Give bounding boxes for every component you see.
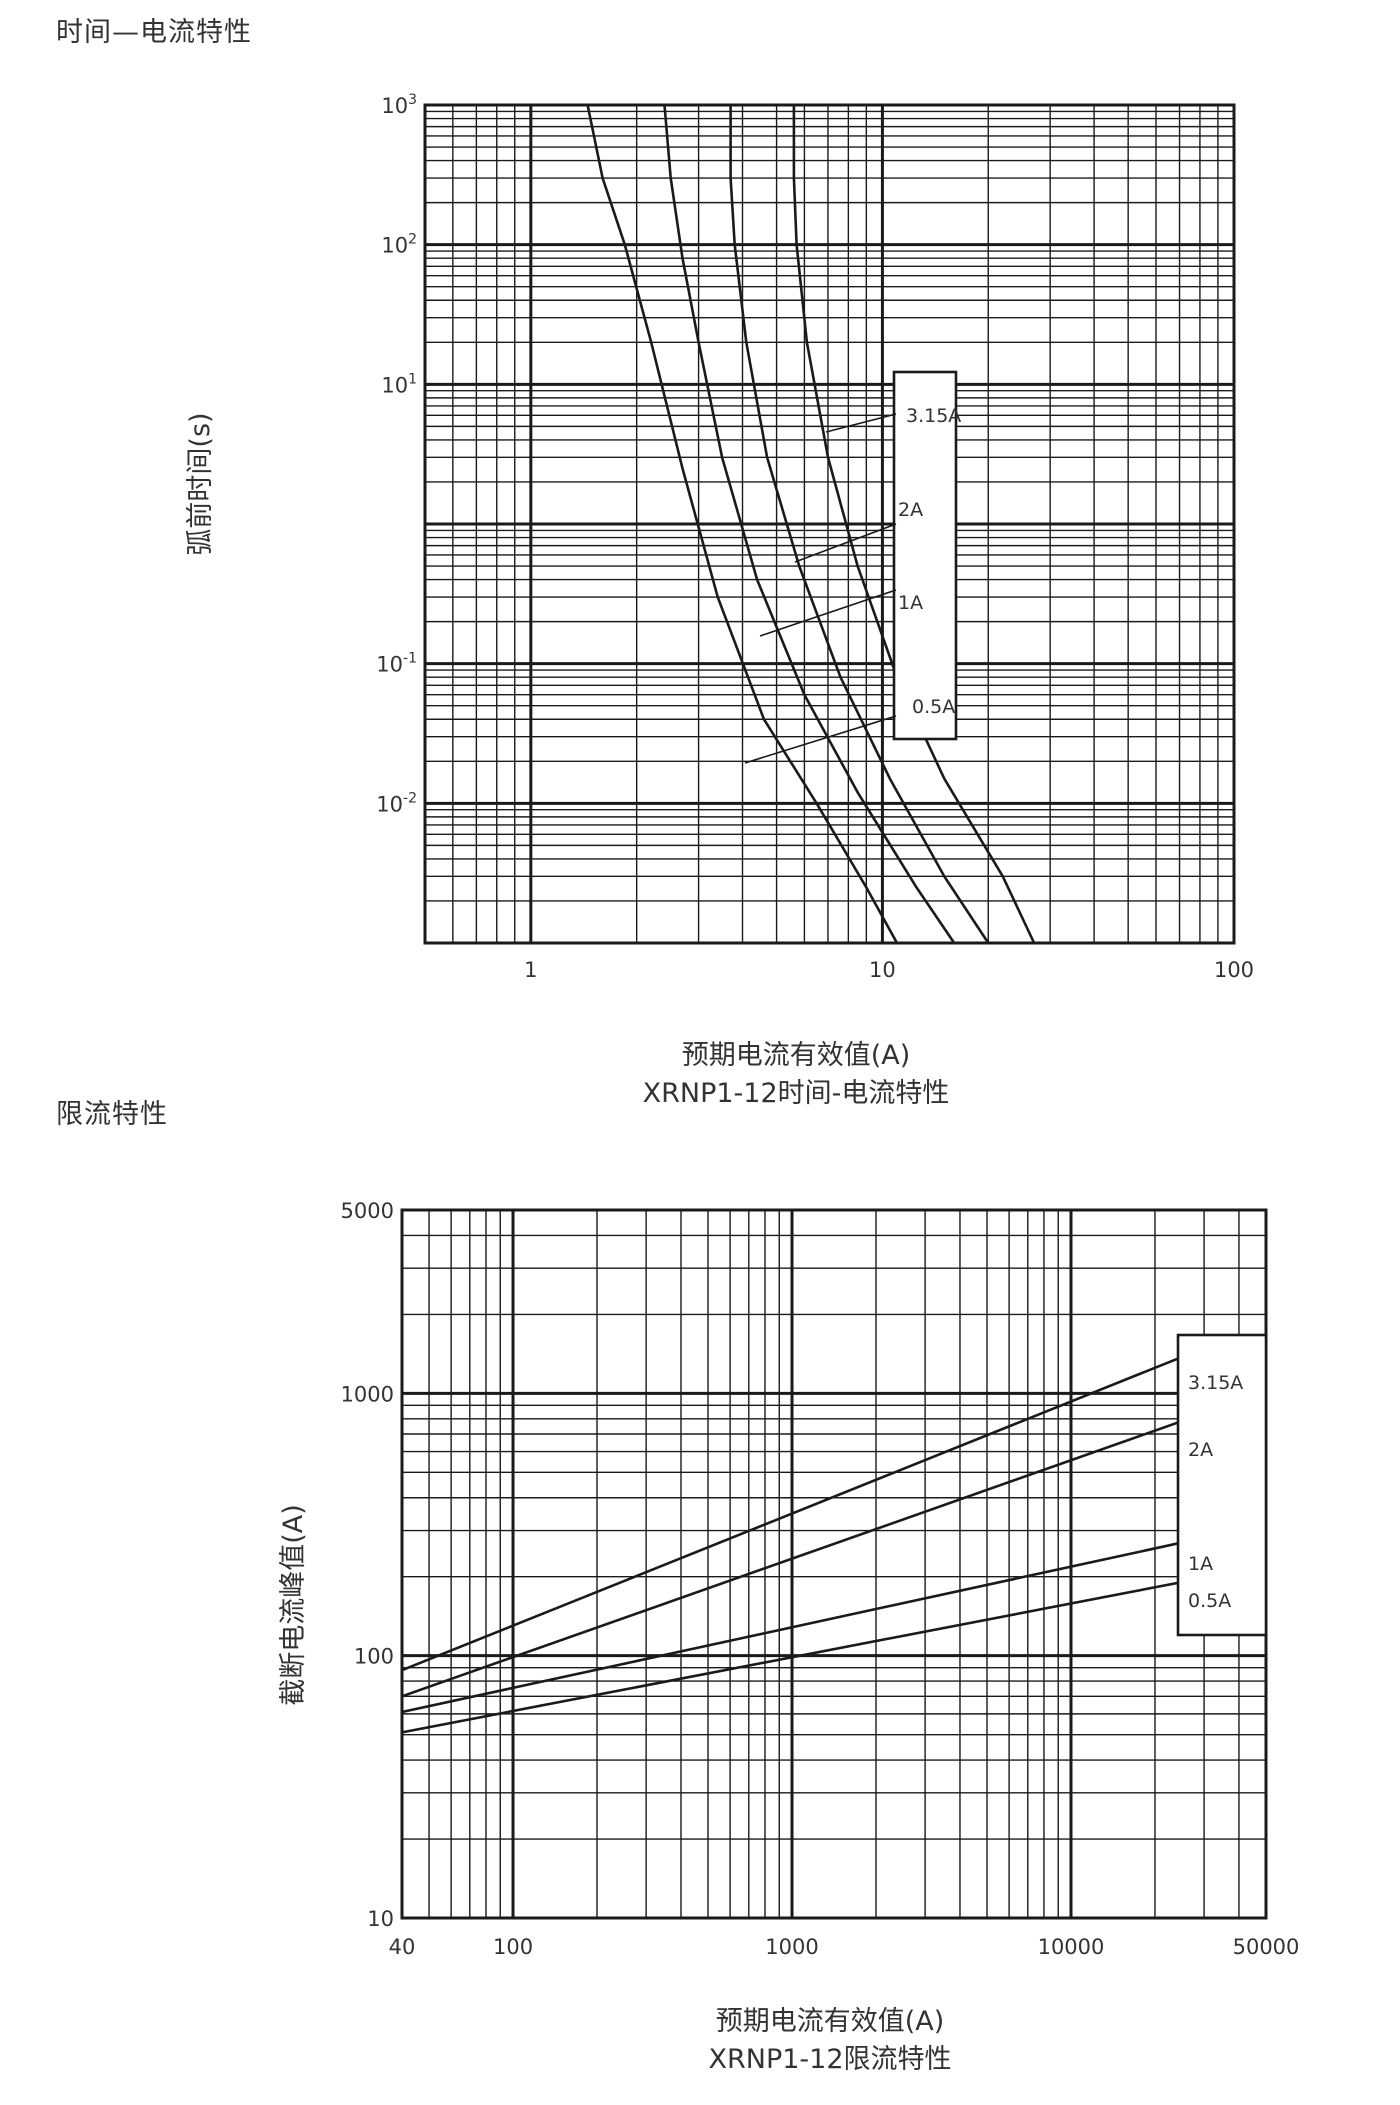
y-tick-label: 102 <box>381 232 417 258</box>
chart-tick-labels: 1 10 100 103 102 101 10-1 10-2 <box>376 92 1254 982</box>
y-axis-title: 弧前时间(s) <box>185 412 216 555</box>
legend-label: 2A <box>1188 1439 1213 1461</box>
legend-label: 1A <box>1188 1553 1213 1575</box>
y-tick-label: 100 <box>354 1645 394 1669</box>
legend-leader <box>744 715 897 764</box>
legend-leader <box>794 523 897 563</box>
legend-leader <box>759 589 897 637</box>
legend-label: 0.5A <box>1188 1590 1231 1612</box>
chart-grid <box>423 103 1236 945</box>
plot-frame <box>400 1208 1268 1920</box>
y-tick-label: 103 <box>381 92 417 118</box>
curve-2A <box>401 1407 1217 1698</box>
chart-tick-labels: 40 100 1000 10000 50000 5000 1000 100 10 <box>341 1199 1300 1959</box>
curve-0.5A <box>586 104 899 944</box>
curve-1A <box>401 1533 1216 1714</box>
x-tick-label: 10000 <box>1038 1935 1105 1959</box>
current-limiting-chart: 3.15A 2A 1A 0.5A 40 100 1000 10000 50000 5000 100… <box>278 1199 1300 2075</box>
legend-label: 0.5A <box>912 696 955 718</box>
section-title-current-limiting: 限流特性 <box>56 1099 168 1130</box>
x-tick-label: 1000 <box>765 1935 818 1959</box>
x-tick-label: 100 <box>493 1935 533 1959</box>
legend-label: 3.15A <box>906 405 961 427</box>
curve-2A <box>729 105 990 944</box>
x-tick-label: 1 <box>524 958 537 982</box>
legend-box <box>892 370 958 741</box>
chart-caption: XRNP1-12限流特性 <box>708 2044 951 2075</box>
y-tick-label: 10-2 <box>376 790 417 816</box>
x-tick-label: 40 <box>389 1935 416 1959</box>
legend-leader <box>825 413 897 433</box>
chart-caption: XRNP1-12时间-电流特性 <box>643 1078 950 1109</box>
y-axis-title: 截断电流峰值(A) <box>278 1504 309 1706</box>
legend-label: 1A <box>898 592 923 614</box>
curve-0.5A <box>401 1574 1216 1734</box>
legend-label: 3.15A <box>1188 1372 1243 1394</box>
y-tick-label: 101 <box>381 371 417 397</box>
x-tick-label: 10 <box>869 958 896 982</box>
section-title-time-current: 时间—电流特性 <box>56 17 252 48</box>
y-tick-label: 1000 <box>341 1382 394 1406</box>
curve-3.15A <box>792 105 1036 944</box>
x-axis-title: 预期电流有效值(A) <box>716 2006 945 2037</box>
x-tick-label: 50000 <box>1233 1935 1300 1959</box>
y-tick-label: 5000 <box>341 1199 394 1223</box>
x-axis-title: 预期电流有效值(A) <box>682 1040 911 1071</box>
plot-frame <box>423 103 1236 945</box>
legend-box <box>1176 1333 1268 1637</box>
y-tick-label: 10-1 <box>376 651 417 677</box>
y-tick-label: 10 <box>367 1907 394 1931</box>
chart-grid <box>400 1208 1268 1920</box>
curve-3.15A <box>401 1342 1217 1672</box>
chart-curves <box>401 1342 1217 1734</box>
chart-legend: 3.15A 2A 1A 0.5A <box>744 370 961 764</box>
chart-curves <box>586 104 1036 944</box>
curve-1A <box>663 104 956 944</box>
time-current-chart: 3.15A 2A 1A 0.5A 1 10 100 103 102 101 10-1 10-2 弧前… <box>185 92 1254 1109</box>
x-tick-label: 100 <box>1214 958 1254 982</box>
chart-legend: 3.15A 2A 1A 0.5A <box>1176 1333 1268 1637</box>
legend-label: 2A <box>898 499 923 521</box>
